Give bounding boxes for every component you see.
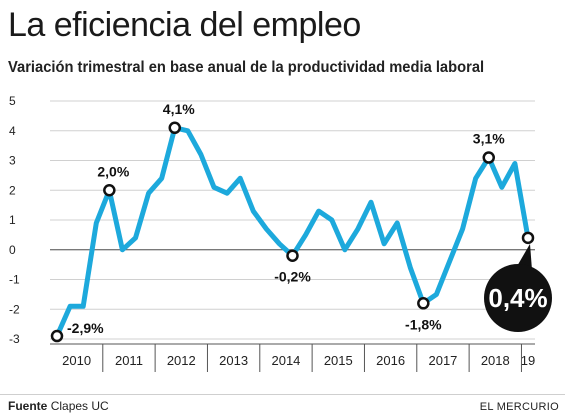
highlight-marker [482,151,495,164]
x-tick-label: 2010 [62,353,91,368]
x-tick-label: 2012 [167,353,196,368]
highlight-marker [521,231,535,245]
data-label: -2,9% [67,320,104,336]
data-label: 3,1% [473,131,505,147]
x-tick-label: 19 [521,353,535,368]
data-label: 4,1% [163,101,195,117]
footer-divider [0,394,565,395]
x-tick-label: 2014 [271,353,300,368]
highlight-marker [50,329,64,343]
y-tick-label: -3 [9,332,20,346]
callout-label: 0,4% [488,283,547,313]
y-tick-label: 0 [9,243,16,257]
data-label: -1,8% [405,316,442,332]
callout-pointer [516,243,532,270]
x-tick-label: 2013 [219,353,248,368]
y-tick-label: 4 [9,124,16,138]
x-tick-label: 2017 [428,353,457,368]
y-tick-label: -1 [9,273,20,287]
x-tick-label: 2011 [115,353,143,368]
y-tick-label: 3 [9,154,16,168]
x-tick-label: 2016 [376,353,405,368]
chart-title: La eficiencia del empleo [8,6,361,44]
highlight-marker [286,249,299,262]
highlight-marker [168,121,181,135]
source-value: Clapes UC [50,399,109,413]
data-label: -0,2% [274,269,311,285]
callout-bubble [484,264,552,332]
y-tick-label: 2 [9,183,16,197]
source-label: Fuente [8,399,48,413]
highlight-marker [417,297,430,310]
y-tick-label: 5 [9,94,16,108]
series-line [54,125,531,339]
highlight-marker [103,184,116,197]
data-label: 2,0% [97,163,129,179]
x-tick-label: 2015 [324,353,353,368]
y-tick-label: -2 [9,302,20,316]
source-note: Fuente Clapes UC [8,399,109,413]
x-tick-label: 2018 [481,353,510,368]
brand-logo: EL MERCURIO [479,401,559,413]
chart-subtitle: Variación trimestral en base anual de la… [8,59,485,76]
y-tick-label: 1 [9,213,16,227]
line-chart: 5 4 3 2 1 0 -1 -2 -3 2010 2011 2012 2013 2014 2015 201… [9,94,552,372]
